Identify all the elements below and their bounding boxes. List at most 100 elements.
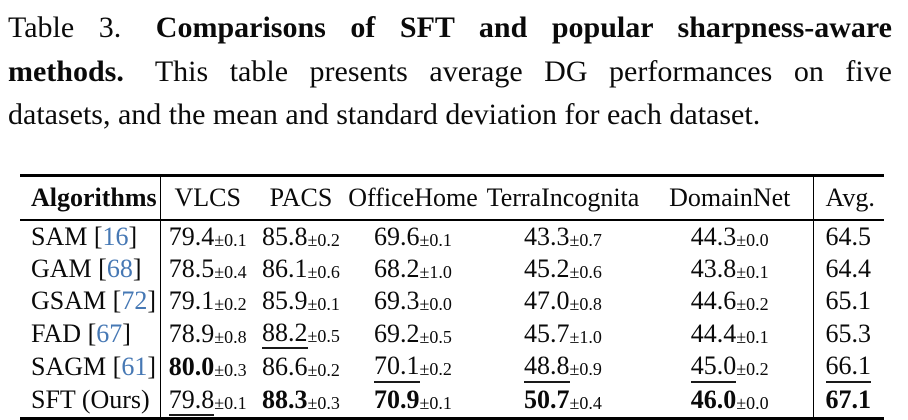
mean-value: 45.2 bbox=[524, 254, 570, 283]
mean-value: 46.0 bbox=[690, 385, 737, 415]
avg-cell: 65.3 bbox=[812, 317, 884, 351]
table-row: SAGM [61] 80.0±0.3 86.6±0.2 70.1±0.2 48.8±0.… bbox=[20, 350, 884, 384]
table-row: GAM [68] 78.5±0.4 86.1±0.6 68.2±1.0 45.2±0.6… bbox=[20, 253, 884, 285]
table-row: GSAM [72] 79.1±0.2 85.9±0.1 69.3±0.0 47.0±0.… bbox=[20, 285, 884, 317]
avg-value: 67.1 bbox=[825, 385, 872, 415]
algorithm-cell: GAM [68] bbox=[20, 253, 161, 285]
std-dev: ±0.7 bbox=[569, 230, 602, 250]
caption-line-1: Table 3. Comparisons of SFT and popular … bbox=[8, 6, 892, 50]
std-dev: ±0.6 bbox=[569, 262, 602, 282]
citation-link[interactable]: 16 bbox=[102, 222, 129, 251]
std-dev: ±0.4 bbox=[214, 262, 247, 282]
value-cell: 48.8±0.9 bbox=[479, 350, 647, 383]
std-dev: ±0.2 bbox=[419, 359, 452, 380]
column-header-domainnet: DomainNet bbox=[669, 183, 791, 212]
caption-line-3: datasets, and the mean and standard devi… bbox=[8, 93, 892, 137]
std-dev: ±0.9 bbox=[569, 359, 602, 380]
algorithm-name: FAD bbox=[31, 318, 82, 348]
algorithm-name: SAM bbox=[31, 222, 88, 251]
algorithm-name: SFT (Ours) bbox=[31, 385, 150, 415]
citation-link[interactable]: 72 bbox=[121, 286, 148, 315]
citation-link[interactable]: 67 bbox=[96, 318, 123, 348]
algorithm-name: GAM bbox=[31, 254, 92, 283]
caption-line-2: methods. This table presents average DG … bbox=[8, 50, 892, 94]
avg-value: 64.4 bbox=[825, 254, 872, 283]
value-cell: 69.2±0.5 bbox=[347, 317, 479, 350]
mean-value: 88.2 bbox=[262, 319, 308, 350]
value-cell: 79.1±0.2 bbox=[160, 285, 255, 317]
std-dev: ±0.2 bbox=[736, 294, 769, 314]
std-dev: ±0.1 bbox=[214, 230, 247, 250]
algorithm-cell: SAGM [61] bbox=[20, 350, 161, 384]
std-dev: ±0.0 bbox=[736, 393, 769, 414]
mean-value: 50.7 bbox=[524, 385, 570, 415]
std-dev: ±0.2 bbox=[736, 359, 769, 380]
algorithm-cell: SAM [16] bbox=[20, 220, 161, 253]
value-cell: 68.2±1.0 bbox=[347, 253, 479, 285]
mean-value: 44.6 bbox=[690, 286, 737, 315]
value-cell: 45.2±0.6 bbox=[479, 253, 647, 285]
avg-value: 66.1 bbox=[825, 352, 871, 383]
mean-value: 43.3 bbox=[524, 222, 570, 251]
std-dev: ±0.2 bbox=[214, 294, 247, 314]
caption-description: This table presents average DG performan… bbox=[154, 54, 892, 88]
mean-value: 79.8 bbox=[168, 385, 215, 416]
value-cell: 85.9±0.1 bbox=[255, 285, 347, 317]
mean-value: 45.7 bbox=[524, 318, 570, 348]
mean-value: 70.1 bbox=[374, 352, 420, 383]
std-dev: ±0.1 bbox=[307, 294, 340, 314]
std-dev: ±0.0 bbox=[419, 294, 452, 314]
value-cell: 86.6±0.2 bbox=[255, 350, 347, 383]
value-cell: 50.7±0.4 bbox=[479, 384, 647, 419]
std-dev: ±0.0 bbox=[736, 230, 769, 250]
value-cell: 44.6±0.2 bbox=[647, 285, 813, 317]
std-dev: ±0.1 bbox=[736, 262, 769, 282]
std-dev: ±0.4 bbox=[569, 393, 602, 414]
algorithm-name: GSAM bbox=[31, 286, 107, 315]
table-row: SAM [16] 79.4±0.1 85.8±0.2 69.6±0.1 43.3±0.7… bbox=[20, 220, 884, 253]
avg-value: 65.1 bbox=[825, 286, 872, 315]
algorithm-name: SAGM bbox=[31, 351, 107, 381]
value-cell: 80.0±0.3 bbox=[160, 350, 255, 383]
citation-link[interactable]: 68 bbox=[106, 254, 133, 283]
std-dev: ±1.0 bbox=[419, 262, 452, 282]
value-cell: 70.9±0.1 bbox=[347, 384, 479, 419]
value-cell: 78.5±0.4 bbox=[160, 253, 255, 285]
mean-value: 47.0 bbox=[524, 286, 570, 315]
caption-bold-title: Comparisons of SFT and popular sharpness… bbox=[155, 11, 892, 44]
mean-value: 44.3 bbox=[690, 222, 737, 251]
std-dev: ±0.1 bbox=[419, 230, 452, 250]
mean-value: 79.1 bbox=[168, 286, 215, 315]
std-dev: ±0.1 bbox=[214, 392, 247, 413]
value-cell: 88.3±0.3 bbox=[255, 384, 347, 419]
value-cell: 79.8±0.1 bbox=[160, 384, 255, 419]
column-header-avg-: Avg. bbox=[812, 175, 884, 220]
mean-value: 45.0 bbox=[690, 352, 737, 383]
value-cell: 79.4±0.1 bbox=[160, 220, 255, 253]
citation-link[interactable]: 61 bbox=[121, 351, 148, 381]
mean-value: 43.8 bbox=[690, 254, 737, 283]
column-header-algorithms: Algorithms bbox=[20, 175, 161, 220]
value-cell: 46.0±0.0 bbox=[647, 384, 813, 419]
table-caption: Table 3. Comparisons of SFT and popular … bbox=[8, 6, 892, 137]
value-cell: 43.8±0.1 bbox=[647, 253, 813, 285]
std-dev: ±0.8 bbox=[569, 294, 602, 314]
std-dev: ±0.2 bbox=[307, 359, 340, 380]
avg-value: 65.3 bbox=[825, 318, 872, 348]
avg-cell: 65.1 bbox=[812, 285, 884, 317]
mean-value: 86.1 bbox=[262, 254, 308, 283]
mean-value: 79.4 bbox=[168, 222, 215, 251]
mean-value: 78.9 bbox=[168, 318, 215, 348]
algorithm-cell: SFT (Ours) bbox=[20, 383, 161, 419]
table-header-row: Algorithms VLCS PACS OfficeHome TerraIncogni… bbox=[20, 175, 884, 220]
mean-value: 78.5 bbox=[168, 254, 215, 283]
std-dev: ±0.3 bbox=[214, 359, 247, 380]
mean-value: 86.6 bbox=[262, 351, 308, 381]
value-cell: 47.0±0.8 bbox=[479, 285, 647, 317]
mean-value: 70.9 bbox=[374, 385, 420, 415]
caption-description-cont: datasets, and the mean and standard devi… bbox=[8, 98, 761, 131]
results-table: Algorithms VLCS PACS OfficeHome TerraIncogni… bbox=[20, 174, 884, 420]
std-dev: ±0.3 bbox=[307, 393, 340, 414]
mean-value: 44.4 bbox=[690, 318, 737, 348]
